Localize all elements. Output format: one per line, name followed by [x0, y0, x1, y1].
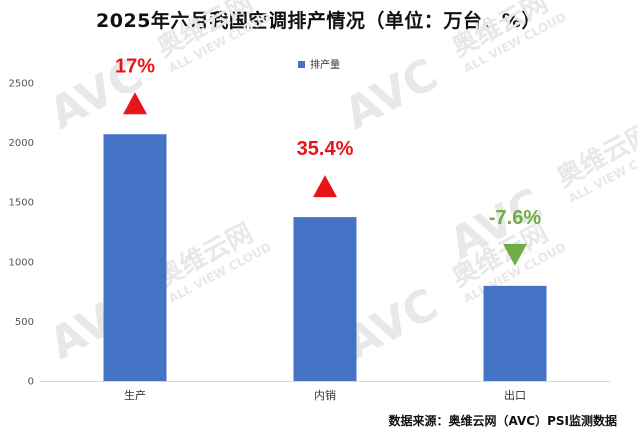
x-tick-label: 生产 — [124, 388, 146, 402]
change-label: -7.6% — [489, 207, 541, 229]
up-arrow-icon — [123, 92, 147, 115]
bar-series — [103, 134, 547, 381]
y-tick-label: 2500 — [9, 79, 34, 90]
x-tick-label: 出口 — [504, 388, 526, 402]
legend-swatch — [298, 61, 305, 68]
bar — [483, 285, 547, 381]
change-annotations: 17% 35.4% -7.6% — [115, 55, 541, 266]
y-tick-label: 1000 — [9, 257, 34, 268]
down-arrow-icon — [503, 243, 527, 266]
x-tick-label: 内销 — [314, 388, 336, 402]
y-axis: 0 500 1000 1500 2000 2500 — [9, 79, 610, 388]
x-axis: 生产 内销 出口 — [124, 388, 526, 402]
change-label: 17% — [115, 55, 155, 77]
bar — [293, 217, 357, 381]
bar — [103, 134, 167, 381]
legend: 排产量 — [298, 58, 340, 71]
y-tick-label: 500 — [15, 317, 34, 328]
legend-label: 排产量 — [310, 58, 340, 71]
watermark-logo: AVC — [336, 49, 446, 140]
y-tick-label: 1500 — [9, 198, 34, 209]
change-label: 35.4% — [297, 138, 354, 160]
chart-title: 2025年六月我国空调排产情况（单位：万台、%） — [96, 10, 541, 32]
up-arrow-icon — [313, 175, 337, 198]
y-tick-label: 0 — [28, 377, 34, 388]
y-tick-label: 2000 — [9, 138, 34, 149]
source-note: 数据来源：奥维云网（AVC）PSI监测数据 — [388, 414, 617, 428]
